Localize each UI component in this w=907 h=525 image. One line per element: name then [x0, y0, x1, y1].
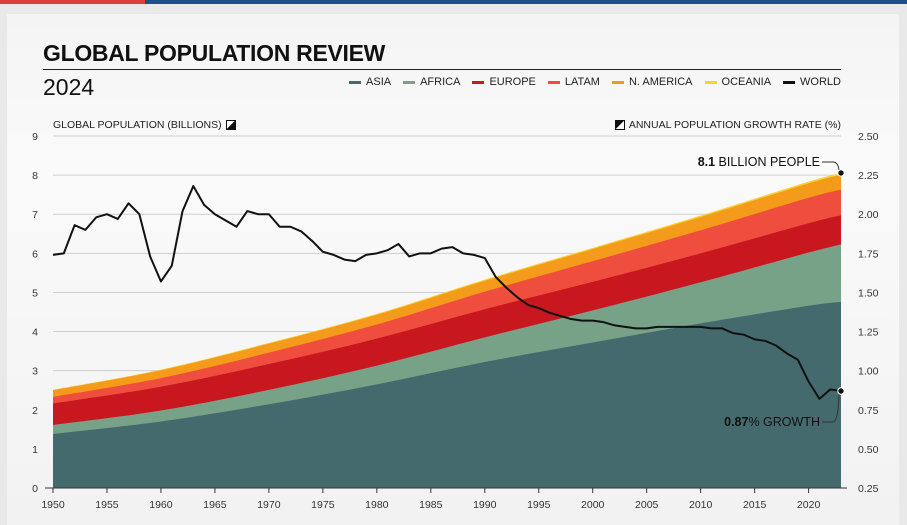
x-tick-label: 1980 [365, 499, 389, 511]
right-axis-marker-icon [614, 120, 625, 130]
legend-swatch [349, 80, 362, 84]
top-accent-blue [145, 0, 907, 4]
x-tick-label: 1955 [95, 499, 119, 511]
y-tick-label: 2 [32, 405, 38, 417]
y2-tick-label: 1.75 [858, 248, 879, 260]
area-asia [53, 301, 841, 488]
population-leader-line [822, 161, 840, 171]
x-tick-label: 2005 [635, 499, 659, 511]
legend-swatch [611, 80, 624, 84]
y2-tick-label: 0.75 [858, 405, 879, 417]
chart-title: GLOBAL POPULATION REVIEW [43, 40, 386, 66]
legend: ASIA AFRICA EUROPE LATAM N. AMERICA OCEANIA WO… [349, 76, 841, 88]
legend-label: WORLD [800, 76, 841, 88]
growth-unit: % GROWTH [748, 415, 820, 429]
x-tick-label: 1985 [419, 499, 443, 511]
x-tick-label: 1960 [149, 499, 173, 511]
population-endpoint [837, 169, 845, 177]
x-tick-label: 1995 [527, 499, 551, 511]
chart-subtitle: 2024 [43, 74, 95, 100]
legend-item-asia: ASIA [349, 76, 391, 88]
area-stack [53, 172, 841, 489]
y-tick-label: 4 [32, 327, 38, 339]
x-tick-label: 2000 [581, 499, 605, 511]
population-unit: BILLION PEOPLE [715, 155, 820, 169]
legend-swatch [783, 80, 796, 84]
growth-endpoint [837, 387, 845, 395]
legend-item-europe: EUROPE [472, 76, 536, 88]
legend-swatch [472, 80, 485, 84]
y-tick-label: 6 [32, 248, 38, 260]
legend-label: LATAM [564, 76, 600, 88]
left-axis-title-text: GLOBAL POPULATION (BILLIONS) [53, 119, 222, 131]
y-tick-label: 9 [32, 131, 38, 143]
legend-label: OCEANIA [721, 76, 772, 88]
y-tick-label: 1 [32, 444, 38, 456]
legend-label: ASIA [366, 76, 392, 88]
legend-swatch [704, 80, 717, 84]
y2-tick-label: 0.50 [858, 444, 879, 456]
x-tick-label: 1975 [311, 499, 335, 511]
title-divider [43, 69, 841, 70]
y-tick-label: 0 [32, 483, 38, 495]
growth-annotation: 0.87% GROWTH [724, 415, 820, 429]
y2-tick-label: 1.00 [858, 366, 879, 378]
world-growth-series [52, 169, 845, 400]
x-tick-label: 1970 [257, 499, 281, 511]
x-tick-label: 2010 [689, 499, 713, 511]
y-tick-label: 8 [32, 170, 38, 182]
left-axis-title: GLOBAL POPULATION (BILLIONS) [53, 119, 236, 131]
x-tick-label: 1950 [41, 499, 65, 511]
legend-label: AFRICA [420, 76, 461, 88]
legend-item-africa: AFRICA [403, 76, 460, 88]
population-annotation: 8.1 BILLION PEOPLE [698, 155, 820, 169]
y2-tick-label: 2.00 [858, 209, 879, 221]
legend-item-latam: LATAM [547, 76, 600, 88]
legend-item-n-america: N. AMERICA [611, 76, 693, 88]
left-axis-marker-icon [225, 120, 236, 130]
x-tick-label: 1990 [473, 499, 497, 511]
right-axis-title: ANNUAL POPULATION GROWTH RATE (%) [614, 119, 841, 131]
y2-tick-label: 2.50 [858, 131, 879, 143]
y2-tick-label: 1.25 [858, 327, 879, 339]
legend-swatch [547, 80, 560, 84]
y2-tick-label: 0.25 [858, 483, 879, 495]
y2-tick-label: 1.50 [858, 287, 879, 299]
y-tick-label: 7 [32, 209, 38, 221]
legend-label: EUROPE [489, 76, 536, 88]
world-growth-line [52, 185, 842, 400]
legend-swatch [403, 80, 416, 84]
x-tick-label: 2020 [797, 499, 821, 511]
right-axis-title-text: ANNUAL POPULATION GROWTH RATE (%) [628, 119, 841, 131]
legend-item-oceania: OCEANIA [704, 76, 772, 88]
legend-item-world: WORLD [783, 76, 841, 88]
x-tick-label: 1965 [203, 499, 227, 511]
y2-tick-label: 2.25 [858, 170, 879, 182]
y-tick-label: 3 [32, 366, 38, 378]
annotations: 8.1 BILLION PEOPLE 0.87% GROWTH [698, 155, 840, 429]
growth-leader-line [822, 394, 840, 423]
growth-value: 0.87 [724, 415, 748, 429]
top-accent-red [0, 0, 145, 4]
axis-ticks: 0 1 2 3 4 5 6 7 8 9 0.25 0.50 0.75 1.00 1.25 1.50 1.75 2.… [32, 131, 879, 511]
y-tick-label: 5 [32, 287, 38, 299]
legend-label: N. AMERICA [628, 76, 693, 88]
population-value: 8.1 [698, 155, 715, 169]
x-tick-label: 2015 [743, 499, 767, 511]
